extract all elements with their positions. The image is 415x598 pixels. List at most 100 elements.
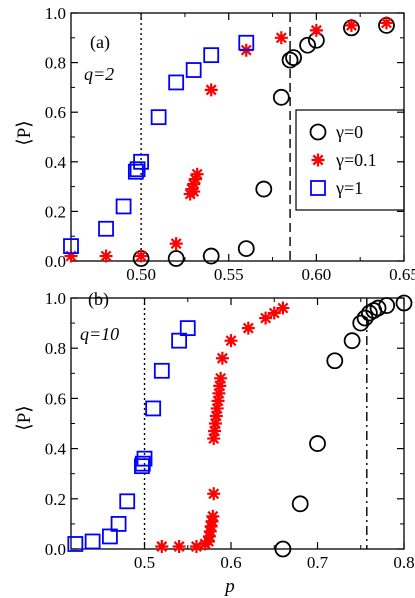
panel-a-point-open-square bbox=[133, 153, 150, 170]
panel-b-plot-frame bbox=[70, 297, 405, 550]
panel-b-x-tick-label: 0.6 bbox=[220, 553, 241, 572]
panel-b-point-open-circle bbox=[343, 332, 361, 350]
panel-b-point-open-square bbox=[171, 332, 188, 349]
panel-a-y-tick-label: 0.0 bbox=[45, 252, 66, 271]
panel-b-point-asterisk bbox=[209, 409, 223, 423]
panel-a-point-asterisk bbox=[188, 172, 202, 186]
panel-b-point-open-square bbox=[145, 400, 162, 417]
panel-a-series-open-square bbox=[63, 34, 255, 255]
panel-b-point-open-circle bbox=[309, 435, 326, 452]
panel-b-label: (b) bbox=[88, 289, 109, 310]
panel-b-y-tick-label: 1.0 bbox=[45, 289, 66, 308]
legend-marker-open-square bbox=[310, 180, 326, 196]
panel-a-point-open-circle bbox=[202, 247, 220, 265]
panel-b-series-open-square bbox=[67, 320, 196, 552]
panel-a-point-asterisk bbox=[204, 83, 218, 97]
panel-a-point-asterisk bbox=[274, 31, 288, 45]
panel-a-point-open-circle bbox=[285, 49, 302, 67]
panel-a-x-tick-label: 0.65 bbox=[389, 265, 415, 284]
panel-b-q-annotation: q=10 bbox=[80, 324, 119, 344]
panel-b-point-asterisk bbox=[206, 509, 220, 523]
panel-a-point-asterisk bbox=[187, 185, 201, 199]
panel-a-point-asterisk bbox=[190, 167, 204, 181]
legend-marker-open-circle bbox=[309, 123, 327, 141]
panel-b-point-open-square bbox=[67, 536, 84, 552]
panel-b-series-open-circle bbox=[274, 294, 413, 558]
panel-a-y-tick-label: 0.6 bbox=[45, 103, 66, 122]
panel-a-point-open-square bbox=[98, 220, 114, 237]
panel-b-y-tick-label: 0.4 bbox=[45, 440, 67, 459]
panel-a-point-open-circle bbox=[255, 180, 273, 198]
panel-b-point-asterisk bbox=[241, 321, 255, 335]
panel-b-point-open-circle bbox=[378, 297, 396, 314]
panel-b-y-tick-label: 0.0 bbox=[45, 540, 66, 559]
panel-a-point-open-square bbox=[203, 47, 220, 64]
panel-b-point-open-circle bbox=[369, 299, 387, 317]
panel-a-q-annotation: q=2 bbox=[84, 64, 114, 84]
panel-b-point-open-circle bbox=[352, 314, 370, 332]
panel-a-point-asterisk bbox=[169, 237, 183, 251]
panel-a-y-tick-label: 0.8 bbox=[45, 54, 66, 73]
panel-b-point-open-square bbox=[110, 516, 127, 532]
panel-b-point-open-square bbox=[119, 493, 136, 510]
panel-b-point-open-square bbox=[84, 533, 101, 550]
panel-b-x-tick-label: 0.7 bbox=[307, 553, 329, 572]
panel-b-point-open-square bbox=[134, 455, 151, 472]
panel-b-point-asterisk bbox=[211, 394, 225, 408]
panel-b-x-tick-label: 0.5 bbox=[134, 553, 155, 572]
panel-b-point-asterisk bbox=[259, 311, 273, 325]
panel-b-point-asterisk bbox=[224, 334, 238, 348]
panel-b-point-asterisk bbox=[155, 539, 169, 553]
panel-a-ylabel: ⟨P⟩ bbox=[14, 120, 35, 145]
panel-a-point-open-square bbox=[238, 34, 255, 51]
panel-a-x-tick-label: 0.60 bbox=[301, 265, 331, 284]
panel-a-point-open-square bbox=[63, 238, 79, 255]
panel-a-y-tick-label: 0.4 bbox=[45, 153, 67, 172]
panel-a-point-open-square bbox=[185, 62, 202, 78]
panel-a-point-open-square bbox=[150, 109, 167, 126]
panel-a-point-open-circle bbox=[281, 51, 299, 69]
panel-b-point-open-square bbox=[153, 362, 170, 379]
panel-a-point-asterisk bbox=[134, 249, 148, 263]
panel-b-ylabel: ⟨P⟩ bbox=[14, 405, 35, 430]
panel-a-point-open-square bbox=[168, 74, 185, 91]
panel-b-x-tick-label: 0.8 bbox=[393, 553, 414, 572]
panel-a-x-tick-label: 0.55 bbox=[214, 265, 244, 284]
panel-a-point-asterisk bbox=[309, 23, 323, 37]
panel-a: (a) q=2 ⟨P⟩ γ=0 γ=0.1 γ=1 0.50 0.55 0.60 0.65… bbox=[14, 4, 415, 284]
panel-b-point-open-circle bbox=[326, 352, 344, 370]
panel-b-point-asterisk bbox=[215, 351, 229, 365]
panel-b-y-tick-label: 0.6 bbox=[45, 389, 66, 408]
panel-b-point-open-square bbox=[179, 320, 196, 337]
panel-b-point-asterisk bbox=[276, 301, 290, 315]
panel-a-point-open-circle bbox=[167, 250, 185, 267]
legend-label: γ=0.1 bbox=[335, 150, 377, 170]
panel-b-y-tick-label: 0.8 bbox=[45, 339, 66, 358]
panel-b-point-asterisk bbox=[207, 432, 221, 446]
panel-a-point-asterisk bbox=[64, 249, 78, 263]
panel-a-point-open-circle bbox=[299, 36, 317, 54]
panel-b-series-asterisk bbox=[155, 301, 290, 553]
panel-a-point-open-circle bbox=[237, 240, 255, 258]
legend-label: γ=1 bbox=[335, 178, 363, 198]
panel-a-point-open-square bbox=[127, 163, 144, 180]
panel-b-point-asterisk bbox=[267, 306, 281, 320]
panel-b-point-open-square bbox=[102, 528, 118, 545]
panel-b-point-open-circle bbox=[291, 495, 309, 513]
panel-b-point-asterisk bbox=[214, 371, 228, 385]
panel-a-point-open-circle bbox=[272, 88, 290, 106]
panel-a-label: (a) bbox=[90, 32, 110, 53]
panel-b-point-asterisk bbox=[172, 539, 186, 553]
panel-b-point-asterisk bbox=[210, 401, 224, 415]
panel-b-point-asterisk bbox=[212, 386, 226, 400]
panel-b-point-asterisk bbox=[189, 539, 203, 553]
panel-b: (b) q=10 ⟨P⟩ p 0.5 0.6 0.7 0.8 0.0 0.2 0.4 0.6 0… bbox=[14, 289, 415, 597]
panel-b-point-asterisk bbox=[207, 487, 221, 501]
panel-a-point-asterisk bbox=[187, 177, 201, 191]
panel-b-point-open-circle bbox=[274, 540, 292, 558]
panel-a-x-tick-label: 0.50 bbox=[126, 265, 156, 284]
panel-b-point-asterisk bbox=[208, 417, 222, 430]
panel-a-point-asterisk bbox=[344, 18, 358, 32]
panel-a-y-tick-label: 1.0 bbox=[45, 4, 66, 23]
